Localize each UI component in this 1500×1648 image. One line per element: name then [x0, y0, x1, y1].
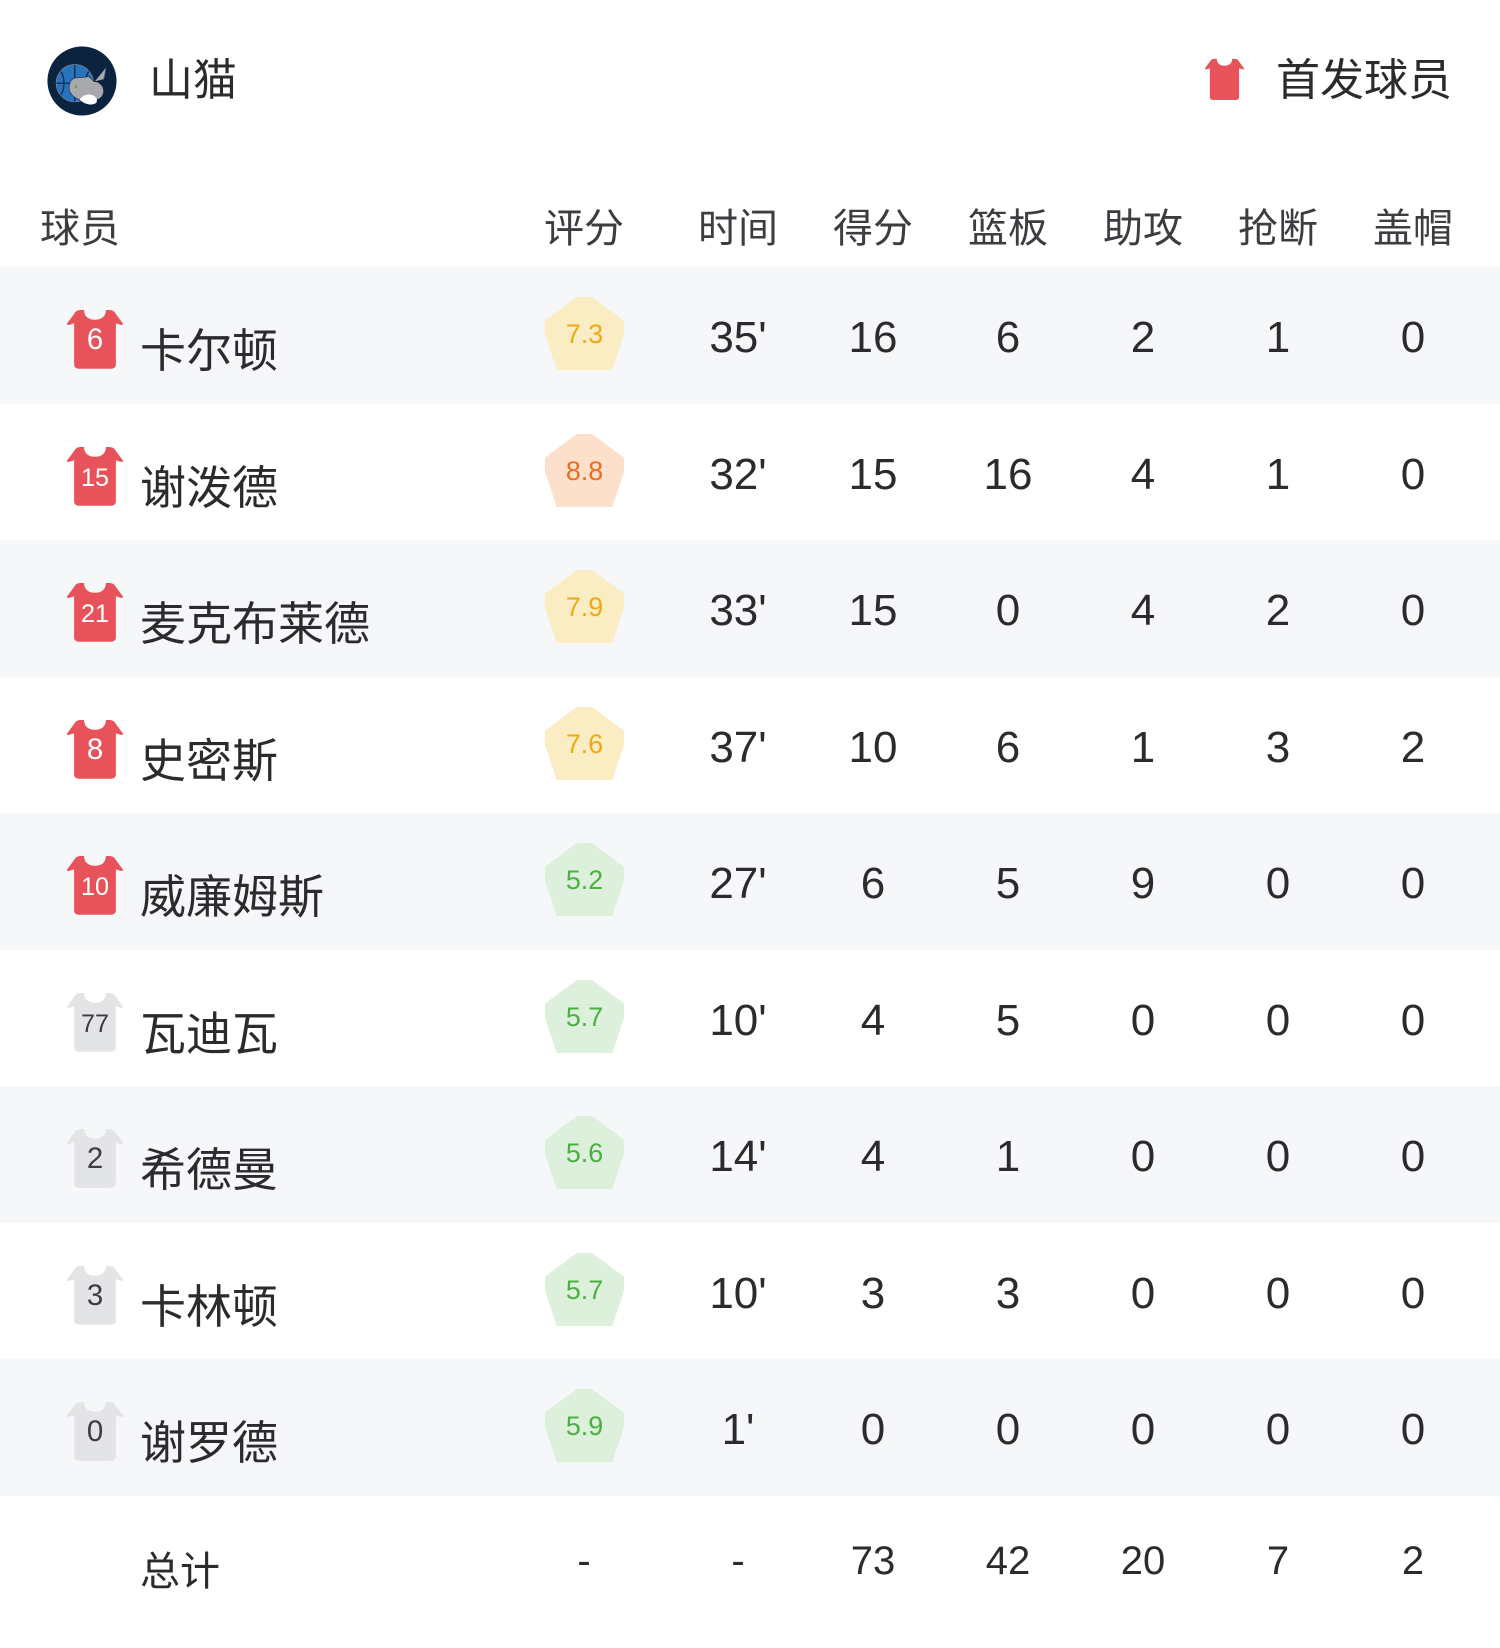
svg-text:5.7: 5.7 — [565, 1274, 602, 1304]
svg-text:2: 2 — [87, 1142, 103, 1175]
svg-text:7.3: 7.3 — [565, 319, 602, 349]
svg-text:5.9: 5.9 — [565, 1411, 602, 1441]
svg-text:7.6: 7.6 — [565, 728, 602, 758]
svg-text:8.8: 8.8 — [565, 455, 602, 485]
svg-text:5.7: 5.7 — [565, 1001, 602, 1031]
svg-text:6: 6 — [87, 323, 103, 356]
svg-text:8: 8 — [87, 733, 103, 766]
svg-text:77: 77 — [81, 1010, 109, 1038]
svg-text:0: 0 — [87, 1415, 103, 1448]
svg-text:5.2: 5.2 — [565, 865, 602, 895]
svg-text:21: 21 — [81, 600, 109, 628]
svg-text:10: 10 — [81, 873, 109, 901]
svg-text:7.9: 7.9 — [565, 592, 602, 622]
svg-text:3: 3 — [87, 1279, 103, 1312]
svg-text:5.6: 5.6 — [565, 1138, 602, 1168]
svg-text:15: 15 — [81, 464, 109, 492]
